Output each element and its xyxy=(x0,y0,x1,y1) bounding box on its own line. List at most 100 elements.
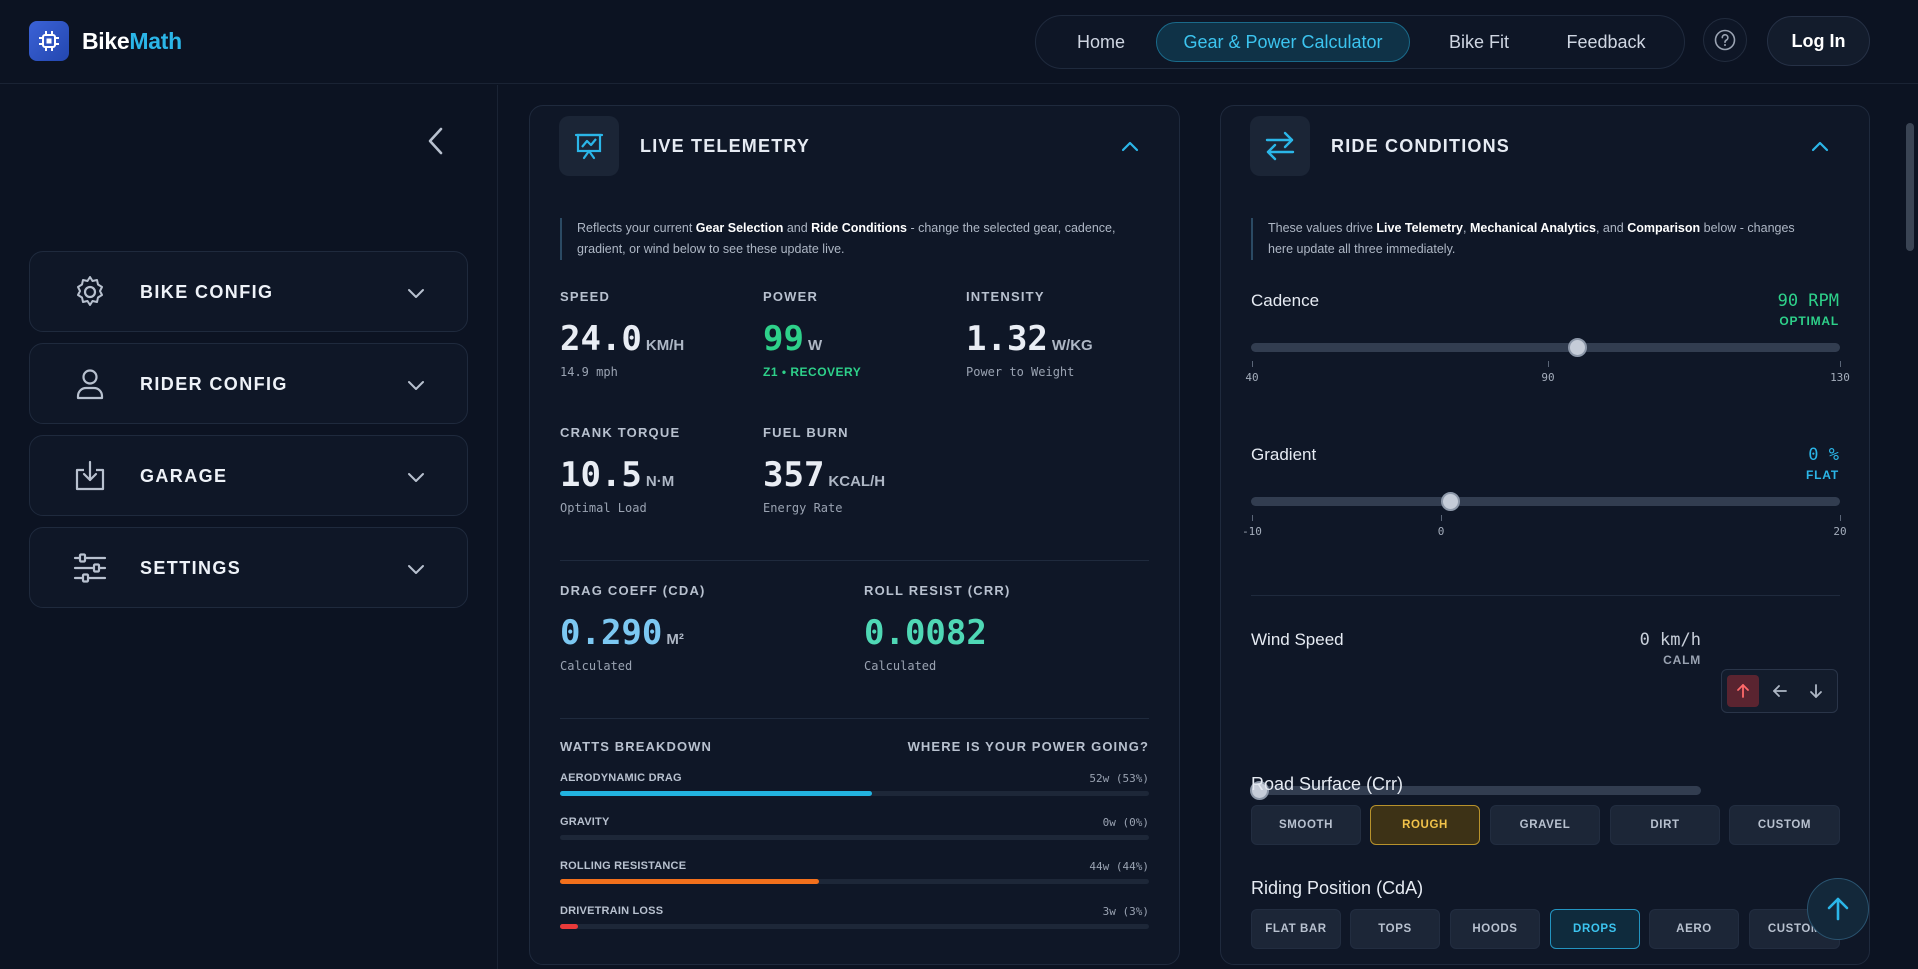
stat-value: 99 xyxy=(763,319,804,359)
slider-handle[interactable] xyxy=(1567,338,1587,357)
tick-label: 0 xyxy=(1437,525,1445,538)
breakdown-row: GRAVITY 0w (0%) xyxy=(560,816,1149,840)
nav-gear-power-calculator[interactable]: Gear & Power Calculator xyxy=(1156,22,1410,62)
position-flat-bar-button[interactable]: FLAT BAR xyxy=(1251,909,1341,949)
note-text: - change the selected gear, cadence, gra… xyxy=(577,221,1116,256)
stat-sub: Calculated xyxy=(864,659,937,673)
chevron-down-icon xyxy=(408,289,424,298)
slider-handle[interactable] xyxy=(1440,492,1460,511)
scroll-to-top-button[interactable] xyxy=(1807,878,1869,940)
collapse-sidebar-button[interactable] xyxy=(421,123,451,159)
stat-unit: M² xyxy=(666,631,684,648)
breakdown-name: AERODYNAMIC DRAG xyxy=(560,772,682,784)
arrow-down-icon xyxy=(1810,684,1822,698)
tick-label: -10 xyxy=(1242,525,1262,538)
nav-feedback[interactable]: Feedback xyxy=(1566,32,1646,52)
slider-track[interactable] xyxy=(1251,497,1840,506)
wind-headwind-button[interactable] xyxy=(1727,675,1759,707)
watts-breakdown-title: WATTS BREAKDOWN xyxy=(560,739,713,754)
stat-label: FUEL BURN xyxy=(763,425,849,440)
breakdown-fill xyxy=(560,879,820,884)
crank-torque-stat: CRANK TORQUE 10.5 N·M Optimal Load xyxy=(560,425,680,515)
user-icon xyxy=(76,369,104,400)
sidebar-item-label: RIDER CONFIG xyxy=(140,374,288,394)
tick-label: 90 xyxy=(1541,371,1555,384)
breakdown-track xyxy=(560,791,1149,796)
breakdown-value: 52w (53%) xyxy=(1089,772,1149,785)
sidebar-item-bike-config[interactable]: BIKE CONFIG xyxy=(29,251,468,332)
surface-rough-button[interactable]: ROUGH xyxy=(1370,805,1480,845)
breakdown-value: 3w (3%) xyxy=(1102,905,1149,918)
tick-label: 20 xyxy=(1833,525,1847,538)
breakdown-name: ROLLING RESISTANCE xyxy=(560,860,687,872)
cadence-tick-mid: 90 xyxy=(1537,361,1559,384)
breakdown-fill xyxy=(560,924,578,929)
logo[interactable]: BikeMath xyxy=(29,21,182,61)
conditions-note: These values drive Live Telemetry, Mecha… xyxy=(1251,218,1811,260)
slider-track[interactable] xyxy=(1251,343,1840,352)
breakdown-track xyxy=(560,924,1149,929)
position-tops-button[interactable]: TOPS xyxy=(1350,909,1440,949)
stat-sub: Optimal Load xyxy=(560,501,647,515)
sidebar-item-settings[interactable]: SETTINGS xyxy=(29,527,468,608)
telemetry-note: Reflects your current Gear Selection and… xyxy=(560,218,1120,260)
stat-label: POWER xyxy=(763,289,819,304)
cadence-status: OPTIMAL xyxy=(1779,314,1839,328)
panel-title: RIDE CONDITIONS xyxy=(1331,136,1511,156)
gear-icon xyxy=(77,276,103,306)
sidebar-item-label: SETTINGS xyxy=(140,558,242,578)
chevron-left-icon xyxy=(428,127,443,155)
position-hoods-button[interactable]: HOODS xyxy=(1450,909,1540,949)
fuel-burn-stat: FUEL BURN 357 KCAL/H Energy Rate xyxy=(763,425,885,515)
scrollbar-thumb[interactable] xyxy=(1906,123,1914,251)
stat-unit: N·M xyxy=(645,473,675,490)
live-telemetry-panel: LIVE TELEMETRY Reflects your current Gea… xyxy=(529,105,1180,965)
wind-crosswind-button[interactable] xyxy=(1764,675,1796,707)
stat-unit: KCAL/H xyxy=(828,473,886,490)
power-stat: POWER 99 W Z1 • RECOVERY xyxy=(763,289,861,379)
help-button[interactable] xyxy=(1703,18,1747,62)
arrow-left-icon xyxy=(1773,685,1787,697)
surface-dirt-button[interactable]: DIRT xyxy=(1610,805,1720,845)
page-scrollbar[interactable] xyxy=(1902,85,1918,969)
chevron-up-icon[interactable] xyxy=(1809,136,1831,158)
nav-home[interactable]: Home xyxy=(1076,32,1125,52)
slider-handle[interactable] xyxy=(1249,781,1269,800)
sliders-icon xyxy=(73,553,107,583)
surface-smooth-button[interactable]: SMOOTH xyxy=(1251,805,1361,845)
main-nav: Home Gear & Power Calculator Bike Fit Fe… xyxy=(1035,15,1685,69)
wind-tailwind-button[interactable] xyxy=(1800,675,1832,707)
chevron-up-icon[interactable] xyxy=(1119,136,1141,158)
sidebar-item-garage[interactable]: GARAGE xyxy=(29,435,468,516)
stat-unit: KM/H xyxy=(645,337,685,354)
note-text: and xyxy=(783,221,812,235)
logo-text: BikeMath xyxy=(82,28,182,55)
intensity-stat: INTENSITY 1.32 W/KG Power to Weight xyxy=(966,289,1093,379)
slider-track[interactable] xyxy=(1251,786,1701,795)
nav-bike-fit[interactable]: Bike Fit xyxy=(1448,32,1509,52)
sidebar-item-label: BIKE CONFIG xyxy=(140,282,274,302)
gradient-readout: 0 % FLAT xyxy=(1806,445,1839,482)
position-drops-button[interactable]: DROPS xyxy=(1550,909,1640,949)
gradient-tick-min: -10 xyxy=(1238,515,1266,538)
cadence-tick-max: 130 xyxy=(1825,361,1855,384)
surface-custom-button[interactable]: CUSTOM xyxy=(1729,805,1840,845)
tick-label: 130 xyxy=(1830,371,1850,384)
riding-position-label: Riding Position (CdA) xyxy=(1251,878,1424,898)
note-text: below - changes here update all three im… xyxy=(1268,221,1795,256)
top-header: BikeMath Home Gear & Power Calculator Bi… xyxy=(0,0,1918,84)
sidebar-item-rider-config[interactable]: RIDER CONFIG xyxy=(29,343,468,424)
wind-value: 0 km/h xyxy=(1639,630,1701,650)
divider xyxy=(560,560,1149,561)
note-text: , xyxy=(1463,221,1470,235)
surface-gravel-button[interactable]: GRAVEL xyxy=(1490,805,1600,845)
note-bold: Ride Conditions xyxy=(811,221,907,235)
chevron-down-icon xyxy=(408,473,424,482)
note-bold: Comparison xyxy=(1627,221,1701,235)
power-zone: Z1 • RECOVERY xyxy=(763,365,862,379)
breakdown-track xyxy=(560,879,1149,884)
breakdown-name: GRAVITY xyxy=(560,816,610,828)
position-aero-button[interactable]: AERO xyxy=(1649,909,1739,949)
login-button[interactable]: Log In xyxy=(1767,16,1870,66)
stat-sub: 14.9 mph xyxy=(560,365,618,379)
